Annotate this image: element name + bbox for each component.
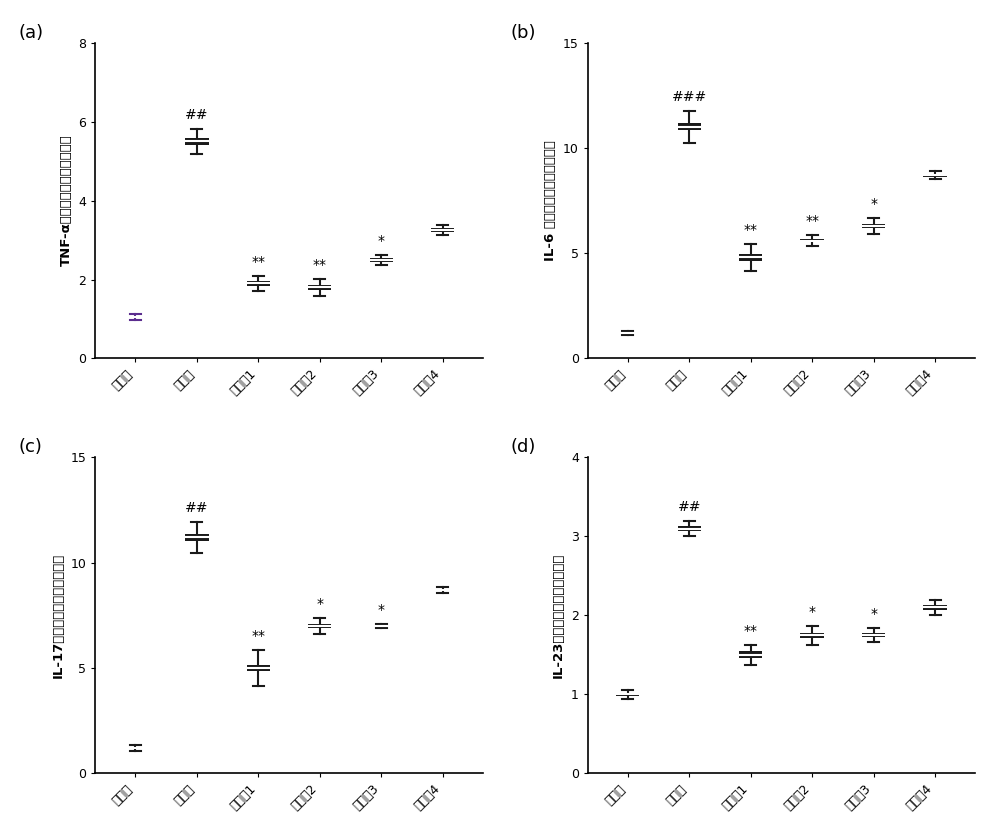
Bar [185, 138, 209, 145]
Text: **: ** [744, 223, 758, 237]
Bar [739, 254, 762, 261]
Y-axis label: IL-6 基因相对表达量表达水平: IL-6 基因相对表达量表达水平 [544, 140, 557, 261]
Bar [247, 665, 270, 671]
Text: *: * [378, 603, 385, 617]
Bar [800, 239, 824, 242]
Text: **: ** [313, 258, 327, 272]
Bar [124, 316, 147, 318]
Bar [678, 526, 701, 531]
Y-axis label: IL-23基因相对表达量表达水平: IL-23基因相对表达量表达水平 [552, 553, 565, 678]
Bar [800, 633, 824, 638]
Bar [862, 633, 885, 637]
Bar [678, 123, 701, 130]
Bar [616, 692, 639, 696]
Text: *: * [378, 234, 385, 248]
Bar [247, 281, 270, 286]
Text: (b): (b) [510, 23, 536, 42]
Bar [739, 651, 762, 658]
Text: ###: ### [672, 91, 707, 104]
Bar [616, 333, 639, 334]
Bar [431, 589, 454, 591]
Bar [370, 258, 393, 261]
Text: (a): (a) [18, 23, 43, 42]
Bar [923, 174, 947, 177]
Bar [308, 623, 331, 628]
Y-axis label: TNF-α基因相对表达量表达水平: TNF-α基因相对表达量表达水平 [60, 135, 73, 266]
Bar [370, 625, 393, 627]
Text: (c): (c) [18, 438, 42, 457]
Text: ##: ## [185, 108, 209, 122]
Text: **: ** [805, 214, 819, 228]
Bar [185, 534, 209, 541]
Text: *: * [809, 605, 816, 618]
Text: *: * [870, 607, 877, 621]
Text: ##: ## [185, 501, 209, 515]
Text: *: * [870, 197, 877, 211]
Text: (d): (d) [510, 438, 536, 457]
Text: **: ** [251, 256, 265, 269]
Text: **: ** [251, 629, 265, 643]
Text: *: * [316, 597, 323, 611]
Bar [308, 285, 331, 290]
Text: **: ** [744, 623, 758, 638]
Text: ##: ## [677, 499, 701, 514]
Bar [431, 229, 454, 232]
Y-axis label: IL-17基因相对表达量表达水平: IL-17基因相对表达量表达水平 [52, 553, 65, 678]
Bar [923, 605, 947, 610]
Bar [124, 747, 147, 749]
Bar [862, 224, 885, 228]
